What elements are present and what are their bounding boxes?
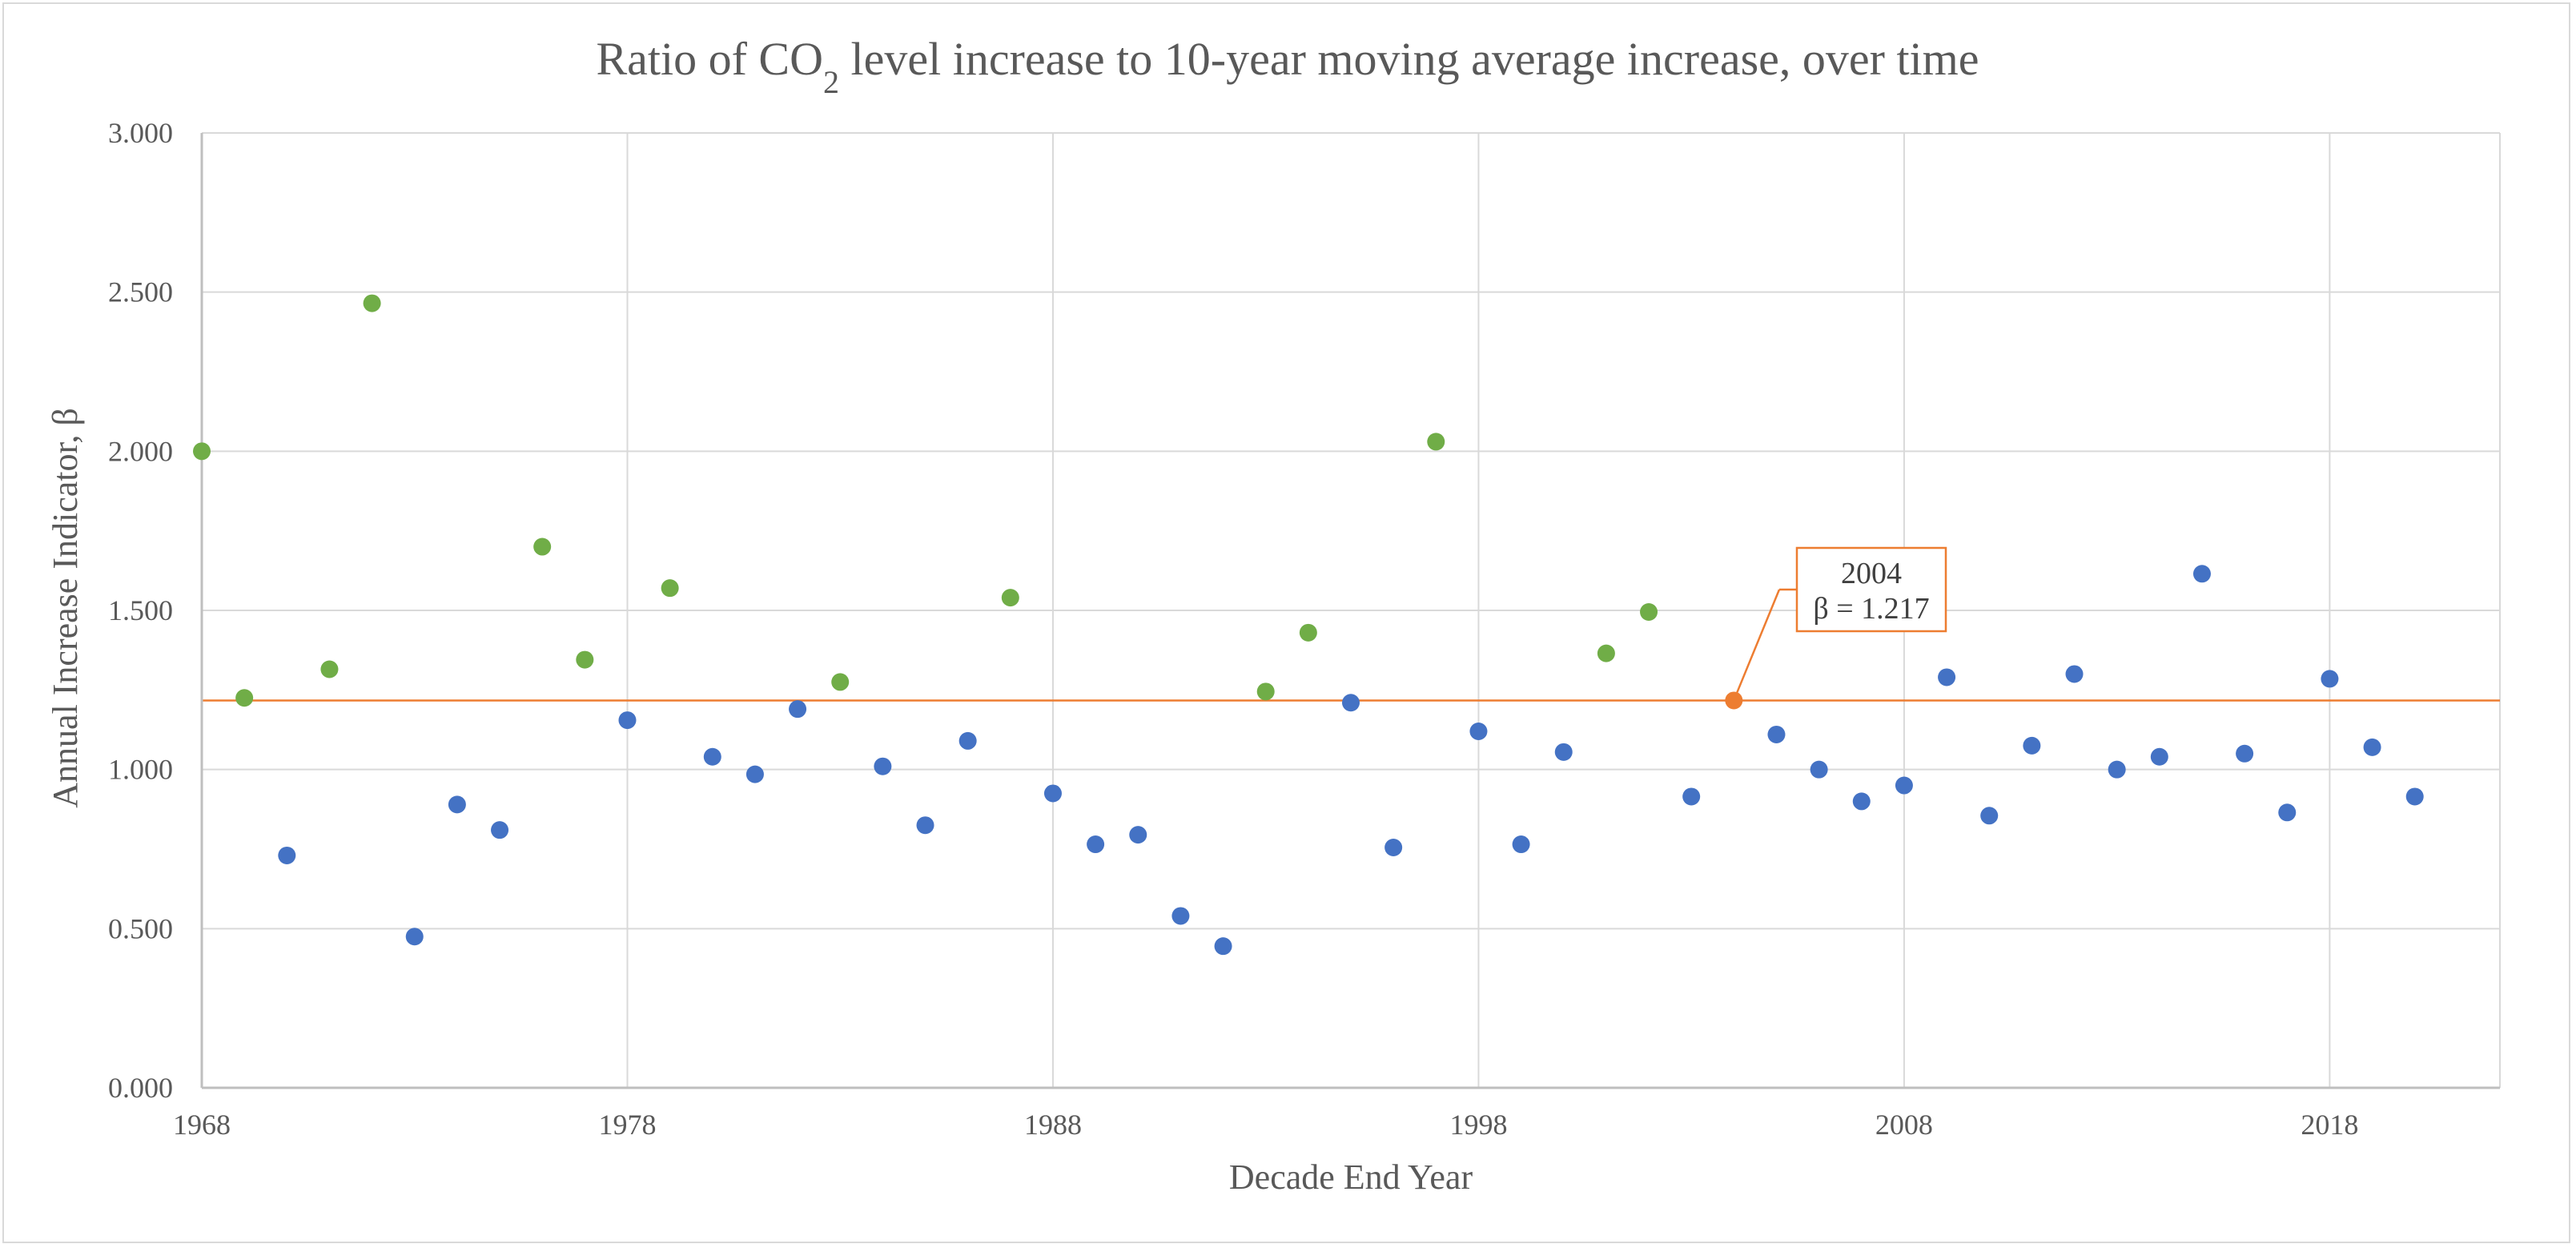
x-tick-label: 1968 xyxy=(173,1109,231,1141)
x-tick-label: 1988 xyxy=(1024,1109,1082,1141)
y-tick-label: 0.500 xyxy=(108,912,173,944)
data-point-below xyxy=(1895,776,1913,795)
data-point-below xyxy=(2363,738,2381,756)
data-point-below xyxy=(2278,803,2297,822)
data-point-below xyxy=(2065,665,2084,683)
data-point-below xyxy=(1852,792,1871,811)
data-point-below xyxy=(1342,694,1360,712)
y-tick-label: 3.000 xyxy=(108,117,173,149)
data-point-above xyxy=(1001,589,1019,607)
data-point-below xyxy=(2150,747,2168,766)
y-tick-label: 0.000 xyxy=(108,1072,173,1104)
data-point-below xyxy=(618,711,637,730)
data-point-above xyxy=(661,579,679,598)
data-point-below xyxy=(1384,839,1403,857)
data-point-below xyxy=(1214,937,1232,956)
data-point-below xyxy=(491,821,509,839)
data-point-below xyxy=(916,816,934,835)
x-tick-label: 1978 xyxy=(598,1109,656,1141)
callout-leader-line xyxy=(1736,589,1781,693)
axes xyxy=(200,133,2500,1089)
data-point-below xyxy=(958,731,977,750)
data-point-below xyxy=(405,928,424,946)
data-point-below xyxy=(2405,787,2424,806)
callout-beta: β = 1.217 xyxy=(1813,592,1929,626)
data-point-above xyxy=(533,537,552,556)
data-point-below xyxy=(1087,835,1105,854)
x-axis-label: Decade End Year xyxy=(1229,1157,1473,1197)
data-point-above xyxy=(831,673,850,691)
data-point-above xyxy=(1256,682,1275,701)
data-point-above xyxy=(363,294,381,312)
callout-box xyxy=(1795,546,1947,633)
data-point-below xyxy=(1512,835,1530,854)
y-tick-label: 2.500 xyxy=(108,276,173,308)
data-point-below xyxy=(1682,787,1701,806)
grid-lines xyxy=(202,132,2501,1088)
callout-year: 2004 xyxy=(1841,557,1902,590)
data-point-below xyxy=(2023,736,2041,755)
data-point-below xyxy=(1810,760,1828,779)
x-tick-label: 2008 xyxy=(1875,1109,1933,1141)
data-point-below xyxy=(1767,725,1786,743)
data-point-above xyxy=(1299,623,1317,642)
data-point-below xyxy=(745,765,764,783)
data-points xyxy=(193,294,2424,956)
data-point-above xyxy=(1640,602,1658,621)
data-point-below xyxy=(874,757,892,775)
x-tick-label: 2018 xyxy=(2301,1109,2358,1141)
data-point-above xyxy=(576,650,594,669)
data-point-above xyxy=(1427,433,1445,451)
y-tick-label: 2.000 xyxy=(108,435,173,467)
data-point-highlight xyxy=(1725,691,1743,710)
data-point-below xyxy=(789,700,807,719)
data-point-below xyxy=(703,747,721,766)
y-tick-label: 1.000 xyxy=(108,754,173,786)
y-axis-label: Annual Increase Indicator, β xyxy=(46,408,85,808)
data-point-below xyxy=(1043,784,1062,803)
x-tick-label: 1998 xyxy=(1449,1109,1507,1141)
data-point-above xyxy=(193,442,211,461)
data-point-below xyxy=(1554,743,1573,761)
data-point-below xyxy=(278,846,296,864)
callout: 2004 β = 1.217 xyxy=(1736,546,1947,693)
data-point-below xyxy=(448,795,466,814)
data-point-above xyxy=(235,689,254,707)
data-point-below xyxy=(2108,760,2126,779)
data-point-below xyxy=(1129,826,1147,844)
data-point-above xyxy=(1597,644,1615,662)
tick-labels: 0.000 0.500 1.000 1.500 2.000 2.500 3.000 1968 1… xyxy=(108,117,2358,1141)
data-point-below xyxy=(1171,907,1190,925)
data-point-above xyxy=(320,660,339,678)
data-point-below xyxy=(2236,744,2254,763)
data-point-below xyxy=(1938,668,1956,686)
chart-title: Ratio of CO2 level increase to 10-year m… xyxy=(596,33,1979,100)
data-point-below xyxy=(1980,807,1999,825)
data-point-below xyxy=(2192,565,2211,583)
data-point-below xyxy=(2321,670,2339,688)
data-point-below xyxy=(1469,722,1488,740)
y-tick-label: 1.500 xyxy=(108,594,173,626)
